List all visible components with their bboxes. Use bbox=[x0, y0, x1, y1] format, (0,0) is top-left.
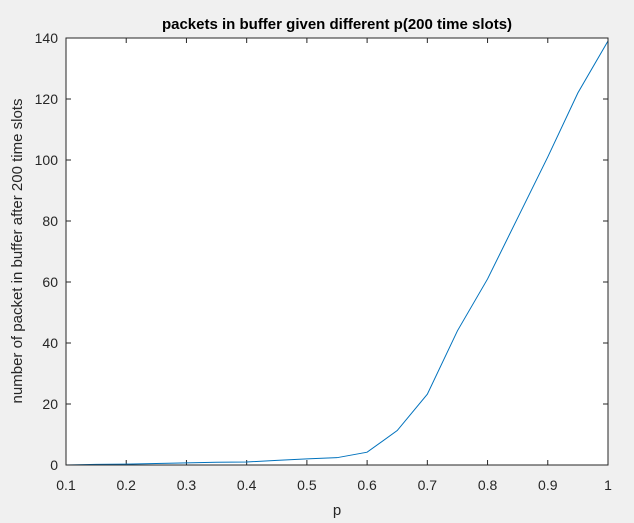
y-tick-label: 140 bbox=[35, 30, 59, 46]
y-tick-label: 100 bbox=[35, 152, 59, 168]
x-tick-label: 1 bbox=[604, 477, 612, 493]
axes-box bbox=[65, 37, 609, 466]
x-tick-label: 0.2 bbox=[116, 477, 136, 493]
x-tick-label: 0.5 bbox=[297, 477, 317, 493]
x-tick-label: 0.7 bbox=[418, 477, 438, 493]
y-tick-label: 60 bbox=[42, 274, 58, 290]
y-tick-label: 80 bbox=[42, 213, 58, 229]
y-tick-label: 120 bbox=[35, 91, 59, 107]
x-tick-label: 0.3 bbox=[177, 477, 197, 493]
y-axis-label: number of packet in buffer after 200 tim… bbox=[9, 99, 26, 404]
y-tick-label: 0 bbox=[50, 457, 58, 473]
x-tick-label: 0.8 bbox=[478, 477, 498, 493]
chart-title: packets in buffer given different p(200 … bbox=[162, 16, 512, 33]
y-tick-label: 40 bbox=[42, 335, 58, 351]
plot-area bbox=[66, 38, 608, 465]
y-tick-label: 20 bbox=[42, 396, 58, 412]
x-tick-label: 0.6 bbox=[357, 477, 377, 493]
x-tick-label: 0.9 bbox=[538, 477, 558, 493]
x-axis-label: p bbox=[333, 502, 341, 519]
x-tick-label: 0.4 bbox=[237, 477, 257, 493]
x-tick-label: 0.1 bbox=[56, 477, 76, 493]
series-line bbox=[65, 40, 609, 466]
